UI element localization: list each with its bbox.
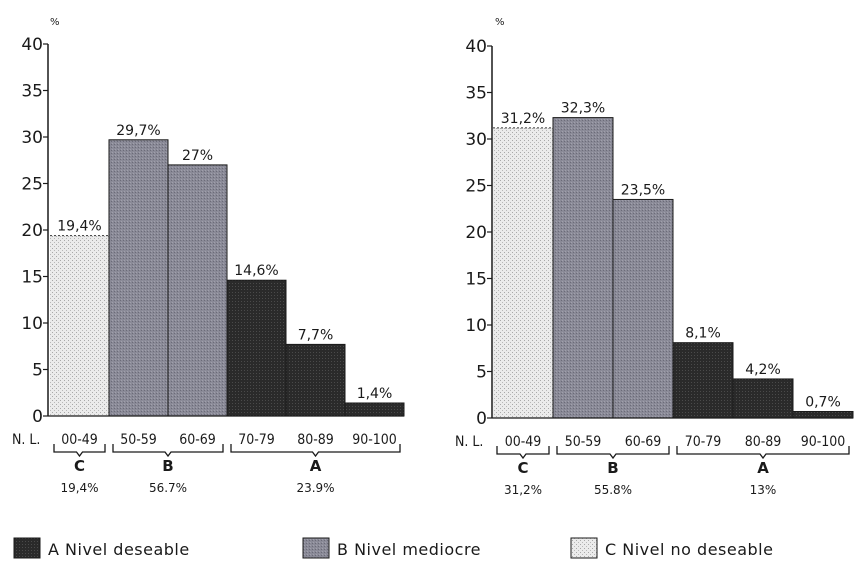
y-tick-label: 20 <box>21 221 43 241</box>
bar-70-79 <box>226 279 287 417</box>
group-percent-label: 56.7% <box>149 481 187 495</box>
group-level-label: B <box>162 457 173 475</box>
bar-value-label: 32,3% <box>561 101 605 117</box>
x-tick-label: 70-79 <box>685 434 722 450</box>
y-tick-label: 40 <box>465 37 487 57</box>
bar-50-59 <box>552 117 614 419</box>
y-tick-label: 0 <box>32 407 43 427</box>
group-bracket <box>53 444 106 458</box>
legend: A Nivel deseable B Nivel mediocre C Nivel … <box>13 537 773 559</box>
y-tick-label: 0 <box>476 409 487 429</box>
bar-value-label: 8,1% <box>685 326 721 342</box>
group-bracket <box>112 444 224 458</box>
legend-item-B: B Nivel mediocre <box>302 537 481 559</box>
x-tick-label: 00-49 <box>505 434 542 450</box>
group-level-label: A <box>757 459 769 477</box>
legend-item-A: A Nivel deseable <box>13 537 190 559</box>
bar-value-label: 7,7% <box>298 327 334 343</box>
y-tick-label: 35 <box>21 82 43 102</box>
y-unit-label: % <box>495 17 505 28</box>
y-tick-label: 5 <box>476 363 487 383</box>
legend-swatch <box>13 537 41 559</box>
bar-00-49 <box>50 235 109 416</box>
y-tick-label: 30 <box>465 130 487 150</box>
x-tick-label: 90-100 <box>801 434 846 450</box>
bar-50-59 <box>108 139 169 417</box>
x-tick-label: 00-49 <box>61 432 98 448</box>
group-level-label: C <box>517 459 528 477</box>
bar-value-label: 31,2% <box>501 111 545 127</box>
bar-90-100 <box>344 402 405 417</box>
bar-value-label: 4,2% <box>745 362 781 378</box>
y-tick-label: 30 <box>21 128 43 148</box>
legend-label: C Nivel no deseable <box>605 540 773 559</box>
legend-swatch <box>302 537 330 559</box>
group-bracket <box>230 444 401 458</box>
y-tick-label: 35 <box>465 84 487 104</box>
chart-2: % 0 5 10 15 20 25 30 35 40 31,2% 32,3% 23,5% 8,1% 4,2%… <box>455 17 854 497</box>
group-percent-label: 31,2% <box>504 483 542 497</box>
y-tick-label: 40 <box>21 35 43 55</box>
x-tick-label: 50-59 <box>565 434 602 450</box>
bar-90-100 <box>792 410 854 419</box>
group-bracket <box>556 446 670 460</box>
group-percent-label: 19,4% <box>60 481 98 495</box>
legend-label: B Nivel mediocre <box>337 540 481 559</box>
bar-value-label: 23,5% <box>621 182 665 198</box>
legend-item-C: C Nivel no deseable <box>570 537 773 559</box>
group-level-label: A <box>310 457 322 475</box>
y-tick-label: 15 <box>465 270 487 290</box>
chart-1: % 0 5 10 15 20 25 30 35 40 19,4% 29,7% 27% 14,6% 7,7% 1… <box>12 17 405 495</box>
x-tick-label: 70-79 <box>238 432 275 448</box>
group-percent-label: 13% <box>750 483 777 497</box>
y-tick-label: 20 <box>465 223 487 243</box>
y-tick-label: 25 <box>21 175 43 195</box>
y-tick-label: 25 <box>465 177 487 197</box>
legend-swatch <box>570 537 598 559</box>
bar-value-label: 29,7% <box>116 123 160 139</box>
x-tick-label: 80-89 <box>297 432 334 448</box>
group-bracket <box>676 446 850 460</box>
bar-value-label: 14,6% <box>234 263 278 279</box>
group-bracket <box>496 446 550 460</box>
x-tick-label: 80-89 <box>745 434 782 450</box>
x-tick-label: 90-100 <box>352 432 397 448</box>
legend-label: A Nivel deseable <box>48 540 190 559</box>
group-level-label: C <box>74 457 85 475</box>
x-tick-label: 60-69 <box>179 432 216 448</box>
bar-80-89 <box>285 343 346 417</box>
bar-60-69 <box>167 164 228 417</box>
y-unit-label: % <box>50 17 60 28</box>
y-tick-label: 10 <box>465 316 487 336</box>
group-level-label: B <box>607 459 618 477</box>
group-percent-label: 55.8% <box>594 483 632 497</box>
bar-80-89 <box>732 378 794 419</box>
bar-value-label: 19,4% <box>57 219 101 235</box>
y-tick-label: 10 <box>21 314 43 334</box>
bar-60-69 <box>612 198 674 419</box>
x-tick-label: 60-69 <box>625 434 662 450</box>
x-tick-label: 50-59 <box>120 432 157 448</box>
group-percent-label: 23.9% <box>296 481 334 495</box>
bar-value-label: 0,7% <box>805 394 841 410</box>
y-tick-label: 5 <box>32 361 43 381</box>
x-axis-label: N. L. <box>12 432 40 448</box>
bar-value-label: 27% <box>182 148 213 164</box>
y-tick-label: 15 <box>21 268 43 288</box>
x-axis-label: N. L. <box>455 434 483 450</box>
bar-70-79 <box>672 342 734 419</box>
bar-value-label: 1,4% <box>357 386 393 402</box>
bar-00-49 <box>493 127 553 418</box>
